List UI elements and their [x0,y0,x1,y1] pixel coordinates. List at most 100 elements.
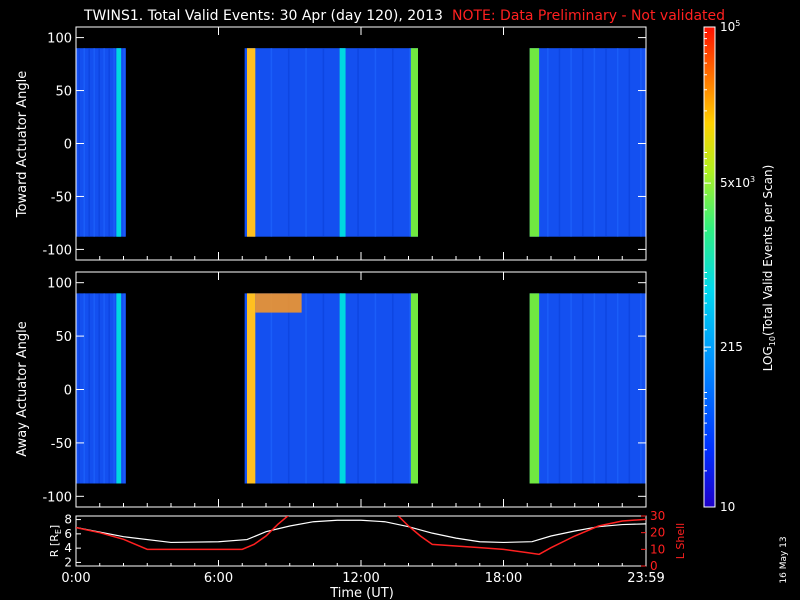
colorbar-label-pre: LOG [761,346,775,371]
texture-stripe [570,293,572,484]
r-tick-label: 4 [64,541,72,555]
bright-band-4 [529,48,540,237]
bright-band-0 [247,293,256,484]
texture-stripe [98,293,100,484]
texture-stripe [108,293,110,484]
texture-stripe [108,48,110,237]
l-tick-label: 10 [650,542,665,556]
bright-band-3 [410,48,418,237]
colorbar-label: LOG10(Total Valid Events per Scan) [761,165,777,372]
texture-stripe [616,293,619,484]
texture-stripe [113,293,115,484]
texture-stripe [88,48,90,237]
toward-ylabel: Toward Actuator Angle [15,71,30,218]
r-series-line [75,519,647,544]
texture-stripe [547,293,549,484]
texture-stripe [78,48,80,237]
chart-note: NOTE: Data Preliminary - Not validated [452,8,725,24]
texture-stripe [391,48,394,237]
r-ylabel-main: R [R [48,534,61,557]
bright-band-0 [247,48,256,237]
texture-stripe [305,48,307,237]
colorbar-tick-label: 105 [720,19,740,34]
texture-stripe [270,293,273,484]
texture-stripe [78,293,80,484]
texture-stripe [103,48,105,237]
colorbar-tick-base: 10 [720,20,735,34]
texture-stripe [558,48,561,237]
lshell-ylabel: L Shell [674,523,687,559]
texture-stripe [581,48,584,237]
bright-band-4 [410,293,418,484]
r-tick-label: 6 [64,527,72,541]
lshell-series-line [76,516,646,556]
colorbar-tick-exponent: 3 [750,175,755,184]
texture-stripe [88,293,90,484]
chart-title: TWINS1. Total Valid Events: 30 Apr (day … [83,8,443,24]
texture-stripe [357,293,359,484]
data-segment-1 [244,293,418,484]
l-tick-label: 0 [650,559,658,573]
texture-stripe [391,293,394,484]
x-tick-label: 6:00 [204,571,233,586]
r-tick-label: 2 [64,555,72,569]
date-stamp: 16 May 13 [779,536,789,583]
bright-band-5 [529,293,540,484]
texture-stripe [616,48,619,237]
texture-stripe [123,48,125,237]
texture-stripe [98,48,100,237]
texture-stripe [322,293,325,484]
texture-stripe [357,48,359,237]
y-tick-label: -50 [51,437,72,452]
texture-stripe [287,293,290,484]
texture-stripe [83,293,85,484]
x-tick-label: 0:00 [61,571,90,586]
toward-heatmap-panel: 100 50 0 -50 -100 [42,26,647,261]
bright-band-2 [339,48,346,237]
texture-stripe [374,293,377,484]
texture-stripe [409,293,411,484]
texture-stripe [628,48,631,237]
bright-band-1 [255,293,302,313]
y-tick-label: 0 [64,138,72,153]
texture-stripe [605,48,607,237]
texture-stripe [547,48,549,237]
texture-stripe [593,48,596,237]
texture-stripe [83,48,85,237]
away-heatmap-panel: 100 50 0 -50 -100 [42,271,647,508]
texture-stripe [558,293,561,484]
colorbar-tick-base: 10 [735,176,750,190]
y-tick-label: 100 [47,277,72,292]
texture-stripe [93,293,95,484]
texture-stripe [270,48,273,237]
bright-band-3 [339,293,346,484]
texture-stripe [113,48,115,237]
texture-stripe [570,48,572,237]
y-tick-label: 50 [55,85,72,100]
texture-stripe [640,48,642,237]
y-tick-label: 100 [47,32,72,47]
away-ylabel: Away Actuator Angle [15,321,30,456]
texture-stripe [605,293,607,484]
data-segment-1 [244,48,418,237]
data-segment-2 [529,48,646,237]
y-tick-label: 0 [64,384,72,399]
colorbar-tick-label: 215 [720,340,743,354]
bright-band-1 [116,48,122,237]
r-ylabel-sub: E [54,529,63,534]
bright-band-2 [116,293,122,484]
texture-stripe [123,293,125,484]
texture-stripe [305,293,307,484]
x-tick-label: 12:00 [342,571,379,586]
texture-stripe [409,48,411,237]
texture-stripe [628,293,631,484]
texture-stripe [322,48,325,237]
texture-stripe [287,48,290,237]
x-tick-label: 23:59 [627,571,664,586]
x-tick-label: 18:00 [485,571,522,586]
l-tick-label: 30 [650,509,665,523]
r-ylabel: R [RE] [48,525,63,557]
